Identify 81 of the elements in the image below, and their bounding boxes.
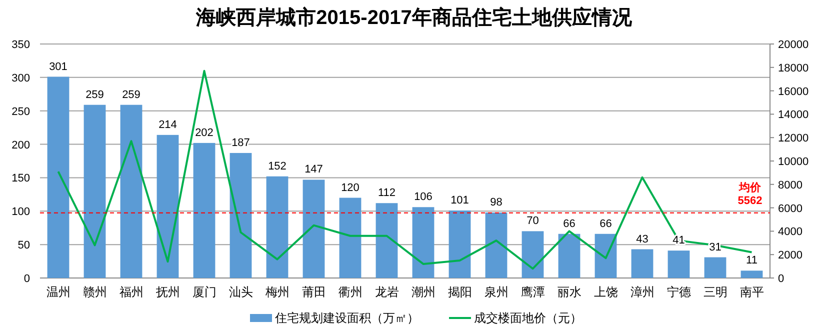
x-tick-label: 南平 <box>740 285 764 299</box>
x-tick-label: 汕头 <box>228 285 253 299</box>
y-tick-label: 200 <box>12 139 30 152</box>
bar <box>448 210 471 278</box>
x-tick-label: 漳州 <box>630 285 654 299</box>
y-tick-label: 50 <box>18 240 30 252</box>
bar <box>230 152 252 278</box>
bar <box>412 207 434 278</box>
bar <box>485 212 508 278</box>
y2-tick-label: 12000 <box>778 132 809 145</box>
bar <box>522 231 544 278</box>
bar <box>193 142 216 278</box>
data-label: 112 <box>378 187 396 200</box>
bar <box>47 76 70 278</box>
y2-tick-label: 2000 <box>778 250 802 262</box>
x-tick-label: 莆田 <box>302 285 326 299</box>
bar <box>594 234 617 278</box>
data-label: 202 <box>195 126 214 139</box>
y2-tick-label: 16000 <box>778 86 809 98</box>
data-label: 66 <box>600 218 612 230</box>
bar <box>339 198 362 278</box>
bar <box>631 249 654 278</box>
x-tick-label: 赣州 <box>82 285 107 299</box>
x-tick-label: 温州 <box>46 285 70 299</box>
y2-tick-label: 0 <box>778 273 784 285</box>
y-tick-label: 350 <box>12 39 30 51</box>
x-tick-label: 鹰潭 <box>520 285 545 299</box>
data-label: 214 <box>158 118 177 131</box>
x-tick-label: 龙岩 <box>374 285 399 299</box>
data-label: 98 <box>490 196 502 208</box>
x-tick-label: 福州 <box>119 285 144 299</box>
bar <box>704 257 726 278</box>
y2-tick-label: 8000 <box>778 179 802 192</box>
x-tick-label: 泉州 <box>484 285 508 299</box>
x-tick-label: 丽水 <box>557 285 582 299</box>
bar <box>376 203 398 278</box>
y-tick-label: 300 <box>12 72 30 84</box>
data-label: 301 <box>49 60 68 73</box>
x-tick-label: 宁德 <box>666 285 691 299</box>
y2-tick-label: 20000 <box>778 39 809 51</box>
data-label: 259 <box>86 88 104 101</box>
ref-line-label: 均价 5562 <box>738 180 762 207</box>
x-tick-label: 潮州 <box>411 285 436 299</box>
data-label: 70 <box>526 215 539 228</box>
data-label: 147 <box>304 164 323 176</box>
legend-label: 成交楼面地价（元） <box>474 311 582 325</box>
bar <box>668 250 690 278</box>
y2-tick-label: 10000 <box>778 156 809 168</box>
data-label: 11 <box>746 254 758 267</box>
x-tick-label: 厦门 <box>192 285 216 299</box>
chart-title: 海峡西岸城市2015-2017年商品住宅土地供应情况 <box>195 6 633 29</box>
y2-tick-label: 6000 <box>778 202 802 215</box>
data-label: 152 <box>268 160 286 172</box>
y-tick-label: 150 <box>12 172 30 185</box>
data-label: 106 <box>414 191 432 204</box>
legend-label: 住宅规划建设面积（万㎡） <box>274 311 419 325</box>
data-label: 101 <box>450 194 469 206</box>
y2-tick-label: 4000 <box>778 226 802 238</box>
bar <box>558 234 580 278</box>
data-label: 120 <box>341 182 360 194</box>
data-label: 259 <box>122 88 140 101</box>
data-label: 43 <box>636 233 648 246</box>
x-tick-label: 抚州 <box>154 285 180 299</box>
x-tick-label: 梅州 <box>264 285 290 299</box>
x-tick-label: 上饶 <box>594 285 618 299</box>
bar <box>302 180 325 278</box>
data-label: 187 <box>232 136 250 149</box>
x-tick-label: 衢州 <box>338 285 362 299</box>
x-tick-label: 揭阳 <box>448 285 472 299</box>
y2-tick-label: 18000 <box>778 62 809 74</box>
y-tick-label: 250 <box>12 106 30 118</box>
data-label: 66 <box>563 218 576 230</box>
x-tick-label: 三明 <box>703 285 728 299</box>
bar <box>120 104 142 278</box>
y2-tick-label: 14000 <box>778 109 809 122</box>
y-tick-label: 0 <box>24 273 30 285</box>
bar <box>266 176 288 278</box>
bar <box>740 270 763 278</box>
y-tick-label: 100 <box>12 206 30 218</box>
bar <box>156 134 179 278</box>
bar <box>84 104 106 278</box>
